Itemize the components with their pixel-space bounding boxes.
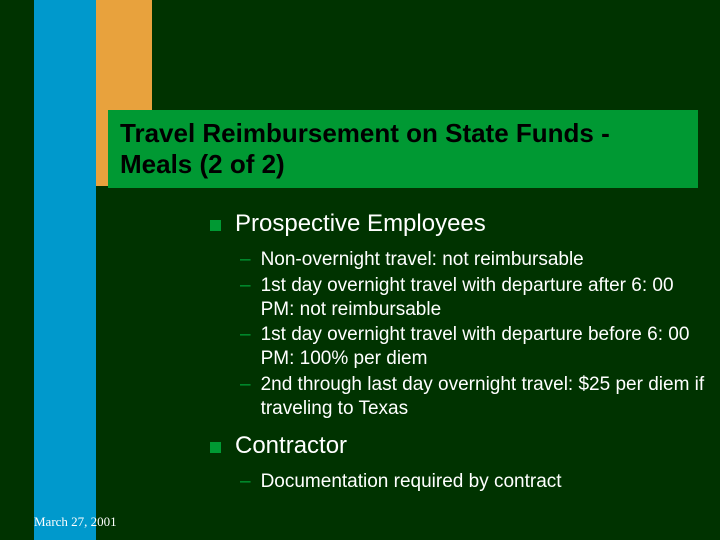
dash-icon: –	[240, 274, 251, 322]
sub-list: – Non-overnight travel: not reimbursable…	[210, 248, 705, 420]
list-item-text: 2nd through last day overnight travel: $…	[261, 373, 705, 421]
dash-icon: –	[240, 373, 251, 421]
list-item-text: Documentation required by contract	[261, 470, 562, 494]
section-heading-row: Prospective Employees	[210, 210, 705, 238]
slide-title: Travel Reimbursement on State Funds - Me…	[120, 118, 686, 180]
title-box: Travel Reimbursement on State Funds - Me…	[108, 110, 698, 188]
list-item-text: 1st day overnight travel with departure …	[261, 274, 705, 322]
dash-icon: –	[240, 470, 251, 494]
slide-content: Prospective Employees – Non-overnight tr…	[210, 210, 705, 506]
list-item: – 1st day overnight travel with departur…	[240, 274, 705, 322]
section-heading: Prospective Employees	[235, 210, 486, 238]
list-item: – Documentation required by contract	[240, 470, 705, 494]
square-bullet-icon	[210, 442, 221, 453]
dash-icon: –	[240, 323, 251, 371]
list-item: – 2nd through last day overnight travel:…	[240, 373, 705, 421]
list-item-text: Non-overnight travel: not reimbursable	[261, 248, 584, 272]
square-bullet-icon	[210, 220, 221, 231]
sub-list: – Documentation required by contract	[210, 470, 705, 494]
decorative-blue-bar	[34, 0, 96, 540]
list-item-text: 1st day overnight travel with departure …	[261, 323, 705, 371]
list-item: – 1st day overnight travel with departur…	[240, 323, 705, 371]
section-prospective-employees: Prospective Employees – Non-overnight tr…	[210, 210, 705, 420]
section-heading-row: Contractor	[210, 432, 705, 460]
footer-date: March 27, 2001	[34, 514, 117, 530]
section-contractor: Contractor – Documentation required by c…	[210, 432, 705, 494]
list-item: – Non-overnight travel: not reimbursable	[240, 248, 705, 272]
dash-icon: –	[240, 248, 251, 272]
section-heading: Contractor	[235, 432, 347, 460]
